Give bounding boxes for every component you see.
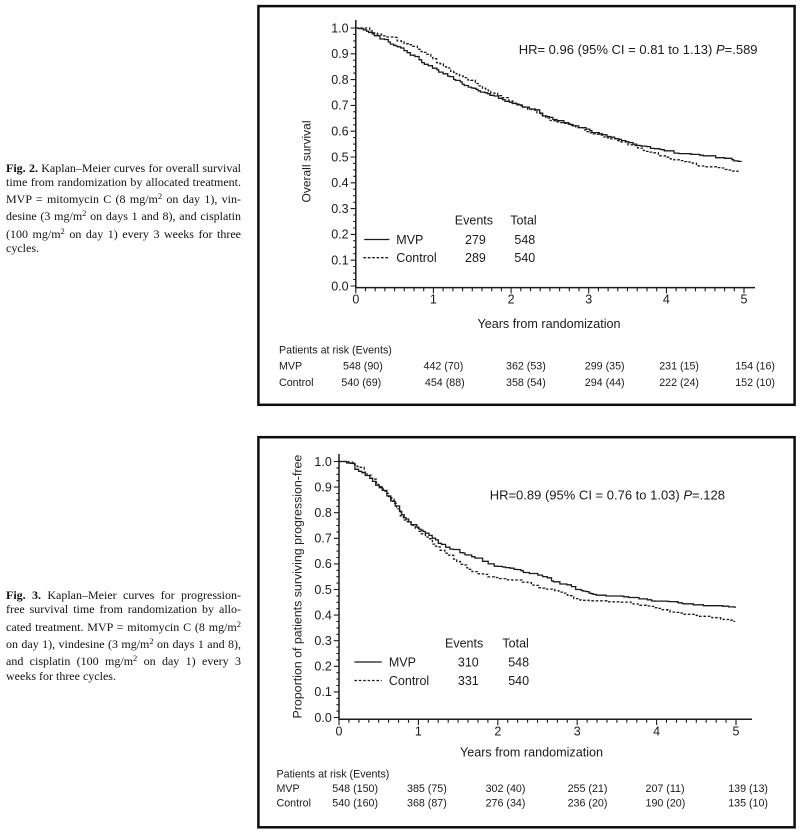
svg-text:294 (44): 294 (44)	[585, 377, 625, 389]
svg-text:331: 331	[458, 674, 479, 688]
svg-text:MVP: MVP	[396, 233, 423, 247]
svg-text:0.2: 0.2	[314, 660, 331, 674]
svg-text:289: 289	[465, 251, 486, 265]
svg-text:Events: Events	[445, 637, 483, 651]
svg-text:362 (53): 362 (53)	[506, 361, 546, 373]
svg-text:548 (90): 548 (90)	[343, 361, 383, 373]
svg-text:1.0: 1.0	[331, 21, 348, 35]
svg-text:135 (10): 135 (10)	[728, 798, 768, 810]
svg-text:0.8: 0.8	[331, 73, 348, 87]
svg-text:190 (20): 190 (20)	[646, 798, 686, 810]
svg-text:Patients at risk (Events): Patients at risk (Events)	[277, 769, 390, 781]
svg-text:5: 5	[733, 724, 740, 738]
svg-text:454 (88): 454 (88)	[425, 377, 465, 389]
svg-text:310: 310	[458, 656, 479, 670]
svg-text:Events: Events	[455, 214, 493, 228]
svg-text:Total: Total	[510, 214, 536, 228]
svg-text:Control: Control	[389, 674, 429, 688]
svg-text:548: 548	[508, 656, 529, 670]
svg-text:1: 1	[430, 293, 437, 307]
svg-text:Years from randomization: Years from randomization	[460, 746, 603, 760]
svg-text:3: 3	[585, 293, 592, 307]
svg-text:0.7: 0.7	[331, 99, 348, 113]
svg-text:385 (75): 385 (75)	[407, 783, 447, 795]
svg-text:0.4: 0.4	[314, 608, 331, 622]
svg-text:0.9: 0.9	[331, 47, 348, 61]
svg-text:368 (87): 368 (87)	[407, 798, 447, 810]
svg-text:236 (20): 236 (20)	[568, 798, 608, 810]
svg-text:276 (34): 276 (34)	[486, 798, 526, 810]
svg-text:MVP: MVP	[279, 361, 302, 373]
svg-text:Years from randomization: Years from randomization	[477, 317, 620, 331]
svg-text:0.2: 0.2	[331, 228, 348, 242]
svg-text:1.0: 1.0	[314, 455, 331, 469]
svg-text:HR= 0.96 (95% CI = 0.81 to 1.1: HR= 0.96 (95% CI = 0.81 to 1.13) P=.589	[519, 42, 758, 57]
svg-text:548 (150): 548 (150)	[332, 783, 378, 795]
svg-text:Patients at risk (Events): Patients at risk (Events)	[279, 344, 392, 356]
svg-text:Control: Control	[279, 377, 313, 389]
svg-text:0.7: 0.7	[314, 532, 331, 546]
svg-text:548: 548	[514, 233, 535, 247]
svg-text:231 (15): 231 (15)	[659, 361, 699, 373]
svg-text:0.3: 0.3	[314, 634, 331, 648]
svg-text:0.5: 0.5	[314, 583, 331, 597]
svg-text:0.6: 0.6	[331, 125, 348, 139]
svg-text:0.4: 0.4	[331, 176, 348, 190]
svg-text:4: 4	[653, 724, 660, 738]
svg-text:Control: Control	[277, 798, 311, 810]
svg-text:279: 279	[465, 233, 486, 247]
svg-text:299 (35): 299 (35)	[585, 361, 625, 373]
svg-text:4: 4	[663, 293, 670, 307]
svg-text:540: 540	[514, 251, 535, 265]
svg-text:255 (21): 255 (21)	[568, 783, 608, 795]
svg-text:0.6: 0.6	[314, 557, 331, 571]
svg-text:MVP: MVP	[277, 783, 300, 795]
svg-text:0.8: 0.8	[314, 506, 331, 520]
svg-text:Control: Control	[396, 251, 436, 265]
svg-text:358 (54): 358 (54)	[506, 377, 546, 389]
svg-text:5: 5	[741, 293, 748, 307]
svg-text:0.9: 0.9	[314, 480, 331, 494]
svg-text:HR=0.89 (95% CI = 0.76 to 1.03: HR=0.89 (95% CI = 0.76 to 1.03) P=.128	[490, 488, 725, 503]
svg-text:0.0: 0.0	[314, 711, 331, 725]
svg-text:540: 540	[508, 674, 529, 688]
svg-text:2: 2	[494, 724, 501, 738]
svg-text:540 (69): 540 (69)	[341, 377, 381, 389]
svg-text:152 (10): 152 (10)	[735, 377, 775, 389]
svg-text:0.1: 0.1	[331, 254, 348, 268]
svg-text:0: 0	[336, 724, 343, 738]
svg-text:3: 3	[574, 724, 581, 738]
svg-text:0.3: 0.3	[331, 202, 348, 216]
svg-text:207 (11): 207 (11)	[646, 783, 685, 795]
svg-text:2: 2	[508, 293, 515, 307]
svg-text:Proportion of patients survivi: Proportion of patients surviving progres…	[290, 455, 304, 719]
svg-text:Overall survival: Overall survival	[299, 120, 313, 202]
svg-text:0: 0	[352, 293, 359, 307]
svg-text:Total: Total	[502, 637, 528, 651]
svg-text:154 (16): 154 (16)	[735, 361, 775, 373]
svg-text:0.0: 0.0	[331, 279, 348, 293]
svg-text:0.5: 0.5	[331, 150, 348, 164]
svg-text:302 (40): 302 (40)	[486, 783, 526, 795]
svg-text:0.1: 0.1	[314, 685, 331, 699]
svg-text:MVP: MVP	[389, 656, 416, 670]
svg-text:540 (160): 540 (160)	[332, 798, 378, 810]
svg-text:139 (13): 139 (13)	[728, 783, 768, 795]
svg-text:442 (70): 442 (70)	[424, 361, 464, 373]
svg-text:1: 1	[415, 724, 422, 738]
svg-text:222 (24): 222 (24)	[659, 377, 699, 389]
